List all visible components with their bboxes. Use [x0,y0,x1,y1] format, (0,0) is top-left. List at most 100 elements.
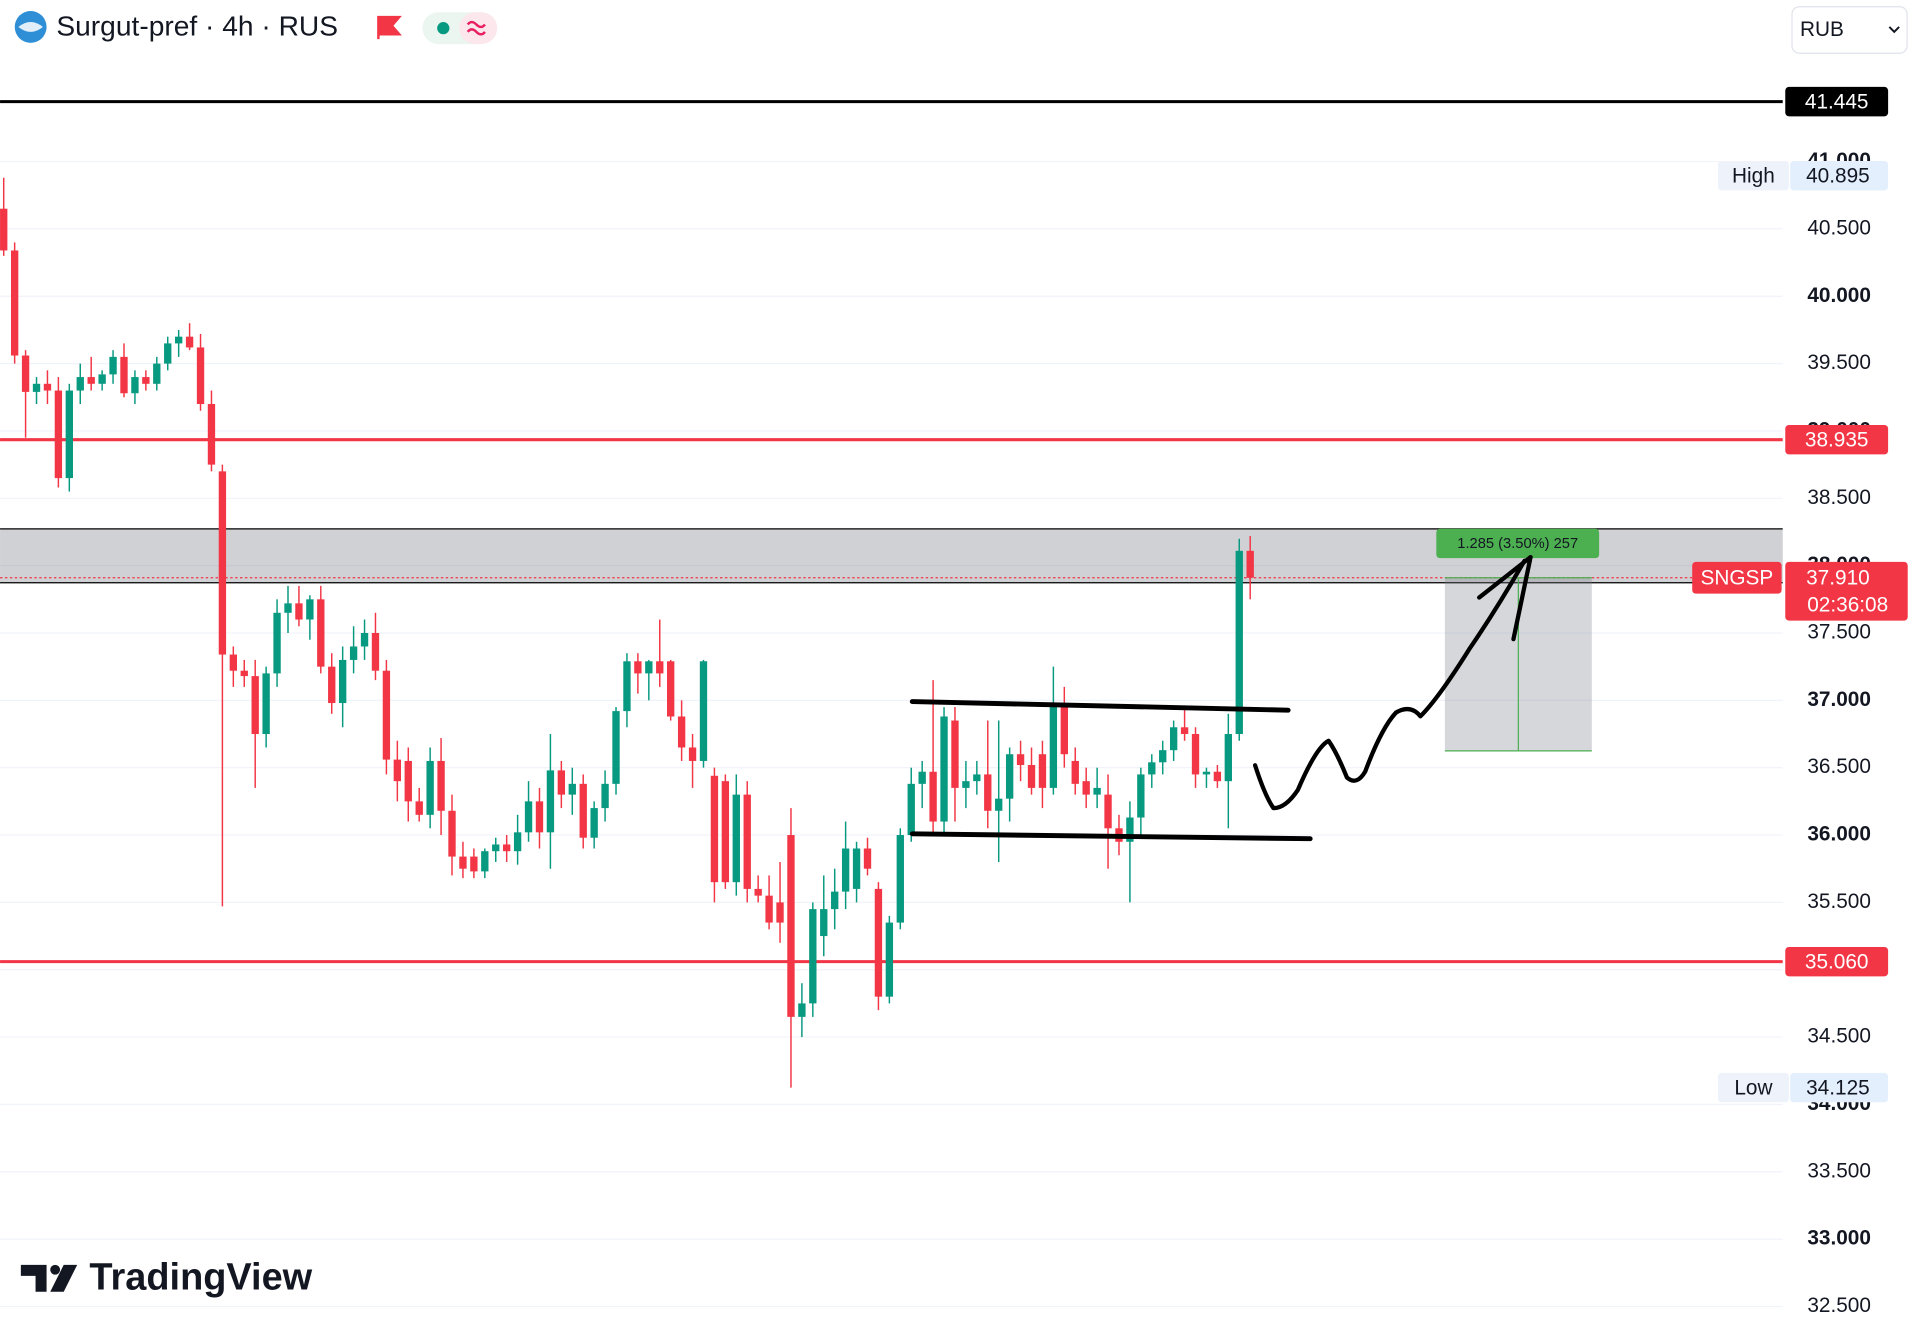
candle-body [317,599,325,667]
symbol-label: SNGSP [1700,566,1773,589]
candle-body [382,670,391,760]
candle-body [10,250,19,356]
extreme-name-box [1717,161,1789,191]
candle-body [295,603,303,620]
candle-body [360,632,369,647]
candle-body [371,632,380,671]
candle-body [251,676,259,735]
measure-layer: 1.285 (3.50%) 257 [1436,528,1600,752]
candle-body [164,343,172,364]
y-tick-label: 40.500 [1807,216,1871,239]
y-tick-label: 35.500 [1807,890,1871,913]
candle-body [699,661,708,761]
candle-body [470,856,478,872]
candle-body [284,603,292,613]
brand-logo-v [50,1264,78,1292]
candle-body [76,377,84,391]
candle-body [1235,550,1243,735]
last-price-label: 37.910 [1806,566,1870,589]
level-label: 38.935 [1805,428,1869,451]
price-axis-background [1782,67,1920,1323]
candle-body [645,661,653,674]
candle-body [831,891,839,910]
level-label-box [1785,86,1889,117]
extreme-name: High [1732,164,1775,187]
y-tick-label: 36.000 [1807,823,1871,846]
candle-body [634,661,642,674]
y-tick-label: 34.500 [1807,1025,1871,1048]
drawings [909,554,1533,842]
candle-body [65,390,73,479]
measure-label: 1.285 (3.50%) 257 [1457,536,1578,552]
candle-body [907,783,915,836]
y-tick-label: 39.500 [1807,351,1871,374]
candle-body [995,798,1003,811]
candles-layer [0,177,1254,1088]
candle-body [557,770,566,795]
candle-body [841,848,850,892]
candle-body [1159,750,1167,763]
candle-body [612,711,620,784]
candle-body [481,851,489,872]
candle-body [54,390,63,479]
grid [0,160,1783,1308]
currency-select[interactable] [1791,6,1908,54]
extreme-value-box [1790,161,1889,191]
header: Surgut-pref · 4h · RUS RUB [14,6,1908,54]
extreme-value: 40.895 [1806,164,1870,187]
dropdown-chevron [1888,26,1900,34]
candle-body [787,835,795,1017]
candle-body [109,356,117,375]
candle-body [1191,734,1200,775]
measure-label-box [1436,528,1600,559]
level-label-box [1785,425,1889,455]
candle-body [852,848,861,889]
symbol-logo-mark [18,22,43,32]
candle-body [863,848,872,869]
chart-title: Surgut-pref · 4h · RUS [56,11,338,42]
y-tick-label: 36.500 [1807,755,1871,778]
candle-body [393,759,402,782]
y-tick-label: 33.000 [1807,1227,1871,1250]
candle-body [1224,734,1232,782]
candle-body [306,599,314,620]
candle-body [120,356,128,394]
y-tick-label: 37.500 [1807,620,1871,643]
candle-body [1049,704,1058,788]
level-label-box [1785,946,1889,977]
candle-body [973,774,981,782]
candle-body [951,720,959,788]
candle-body [1202,771,1211,775]
extreme-name-box [1717,1072,1789,1103]
candle-body [142,377,150,384]
candle-body [240,670,248,677]
brand-logo-dot [50,1264,61,1275]
currency-label: RUB [1800,18,1844,41]
candle-body [1027,764,1036,788]
candle-body [656,661,664,674]
candle-body [153,363,161,384]
candle-body [174,336,183,344]
candle-body [1126,817,1134,842]
market-open-dot [437,22,450,35]
candle-body [1082,781,1090,795]
candle-body [1104,794,1112,829]
candle-body [448,810,456,857]
candle-body [962,781,970,788]
candle-body [32,383,41,392]
candle-body [1093,787,1101,795]
candle-body [820,909,828,937]
candle-body [929,771,937,822]
candle-body [1169,727,1178,751]
candle-body [546,770,555,833]
candle-body [185,336,194,348]
symbol-label-box [1692,561,1782,594]
y-tick-label: 33.500 [1807,1159,1871,1182]
freehand-path [1252,558,1527,811]
candle-body [1137,774,1145,818]
candle-body [87,377,95,384]
candle-body [338,659,347,704]
candle-body [623,661,631,712]
candle-body [218,471,227,655]
